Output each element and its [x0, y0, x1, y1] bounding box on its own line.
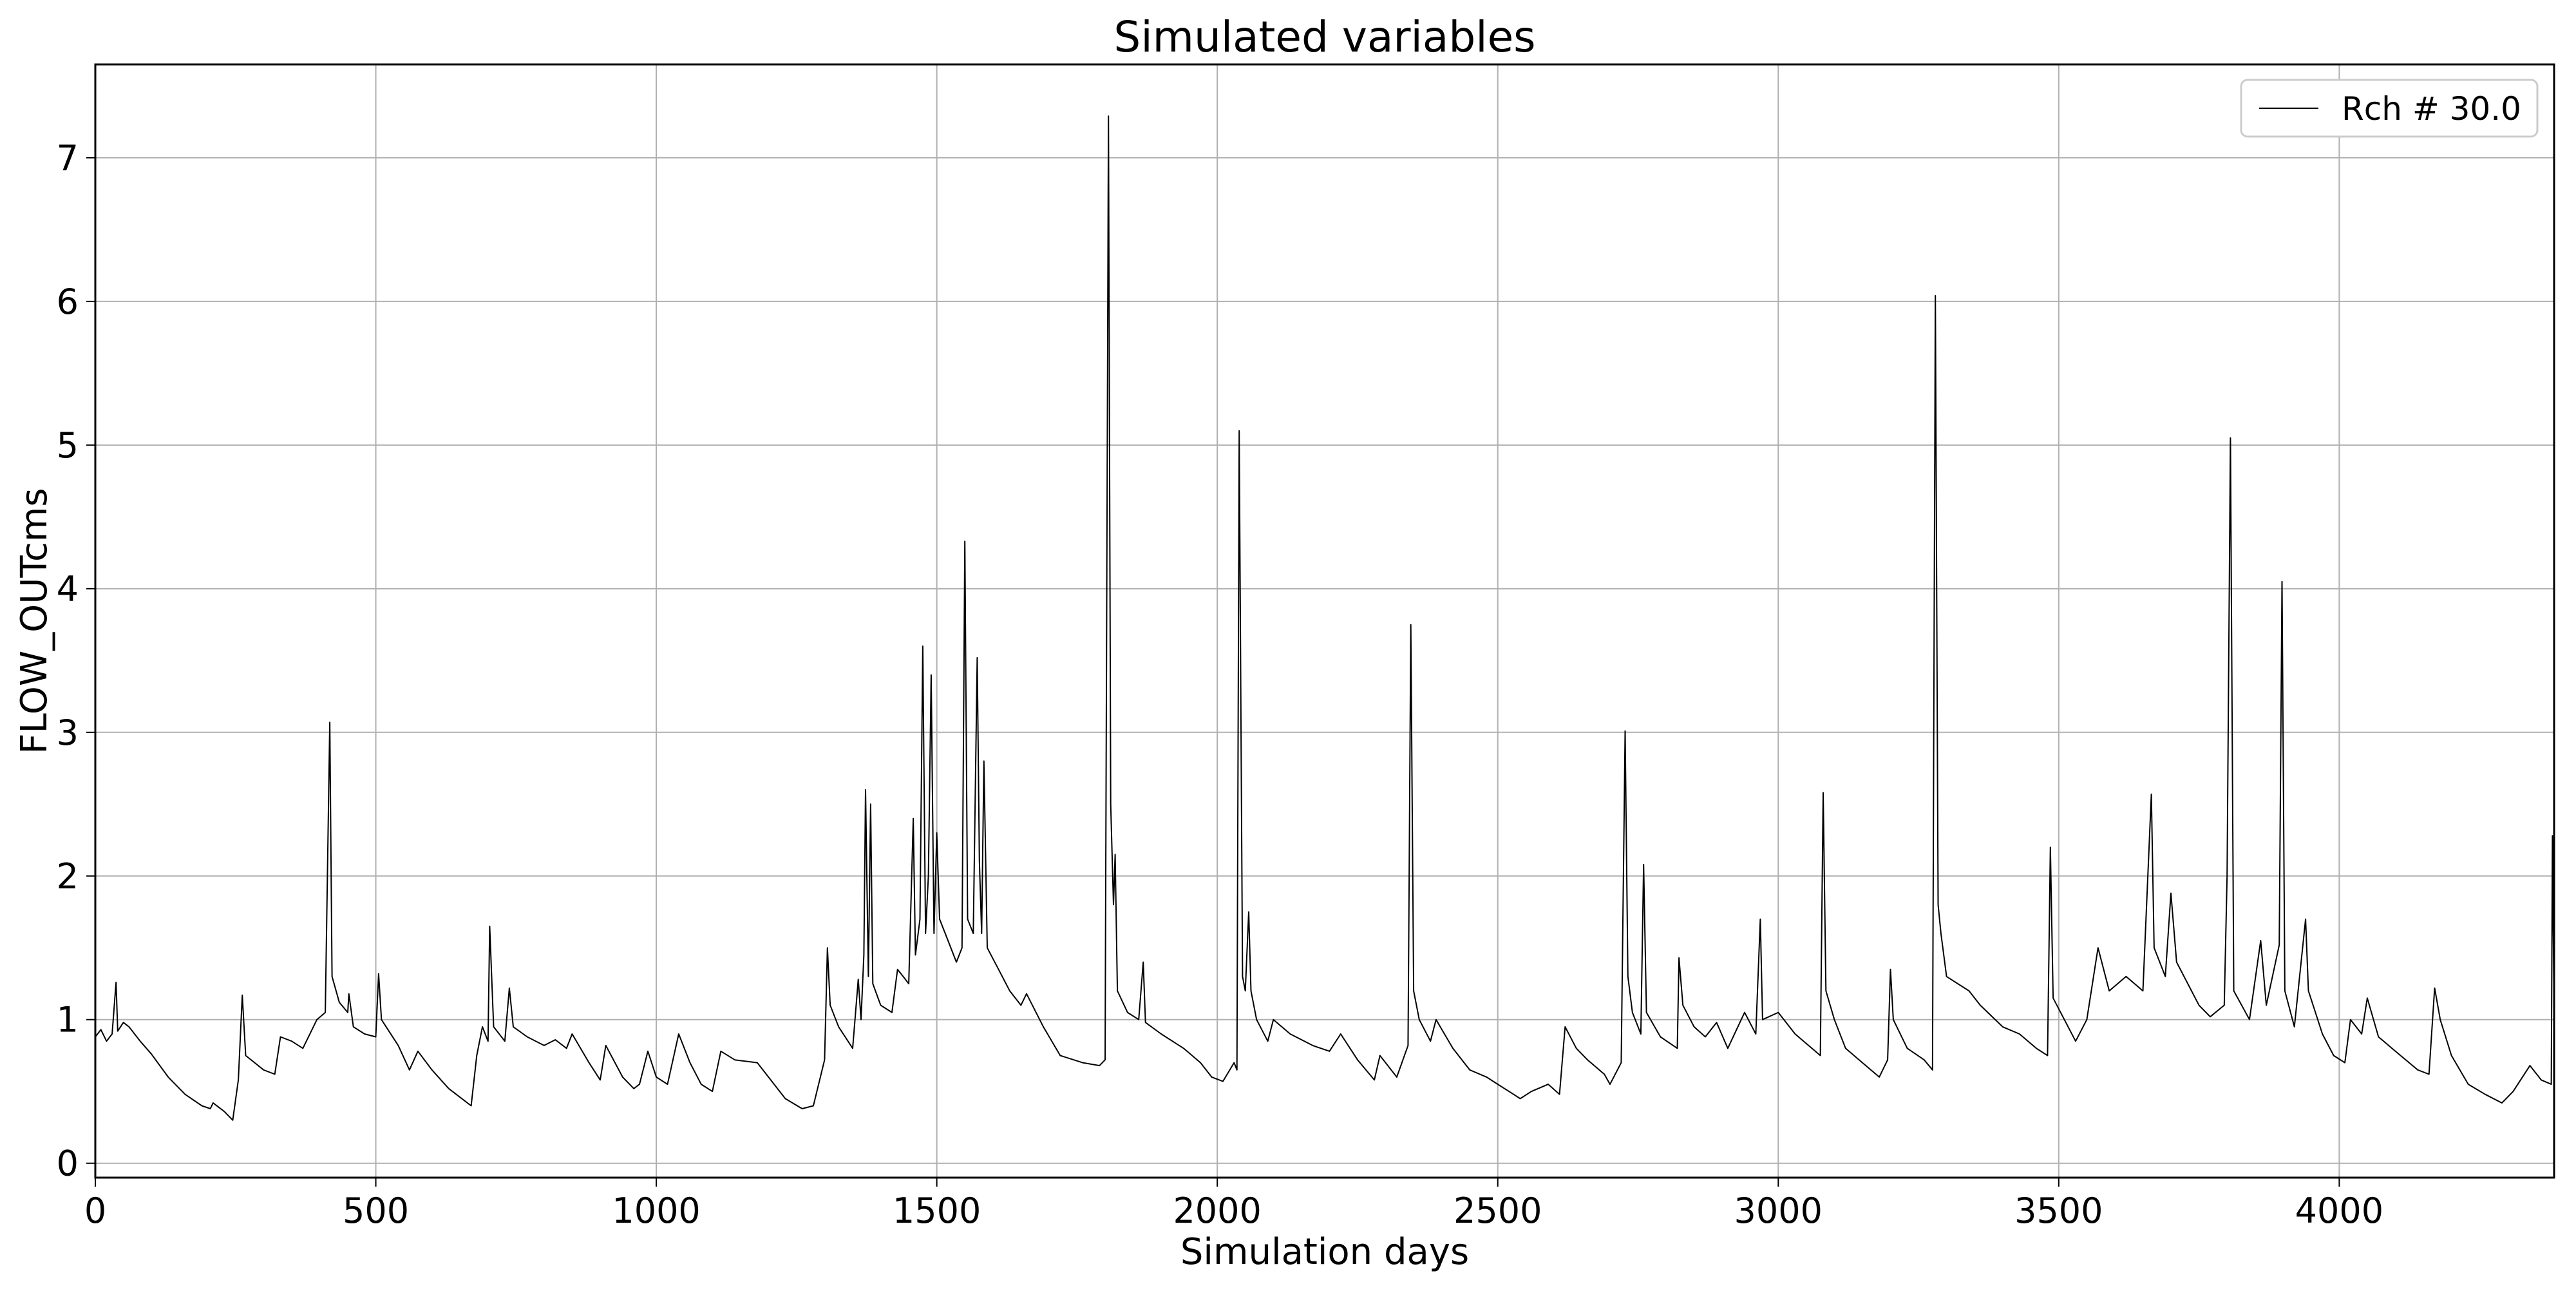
- series-line: [95, 115, 2555, 1121]
- chart-title: Simulated variables: [1113, 12, 1535, 62]
- x-tick-label: 3000: [1734, 1191, 1823, 1231]
- y-tick-label: 5: [57, 425, 79, 466]
- y-axis-ticks: 0 1 2 3 4 5 6 7: [57, 138, 95, 1184]
- plot-area: [95, 64, 2554, 1178]
- y-tick-label: 1: [57, 1000, 79, 1040]
- x-axis-ticks: 0 500 1000 1500 2000 2500 3000 3500 4000: [84, 1178, 2383, 1231]
- y-tick-label: 2: [57, 856, 79, 897]
- x-axis-label: Simulation days: [1180, 1231, 1469, 1273]
- plot-frame: [94, 63, 2555, 1179]
- x-tick-label: 0: [84, 1191, 106, 1231]
- y-tick-label: 0: [57, 1143, 79, 1184]
- x-tick-label: 1000: [612, 1191, 700, 1231]
- series-layer: [95, 115, 2555, 1121]
- y-tick-label: 7: [57, 138, 79, 178]
- legend-box: [2240, 79, 2539, 138]
- y-tick-label: 3: [57, 712, 79, 753]
- x-tick-label: 4000: [2295, 1191, 2383, 1231]
- legend-label: Rch # 30.0: [2342, 90, 2521, 128]
- y-tick-label: 6: [57, 282, 79, 322]
- legend: Rch # 30.0: [2240, 79, 2539, 138]
- x-tick-label: 1500: [893, 1191, 981, 1231]
- x-tick-label: 2000: [1173, 1191, 1261, 1231]
- x-tick-label: 3500: [2014, 1191, 2103, 1231]
- y-tick-label: 4: [57, 569, 79, 609]
- gridlines: [95, 64, 2554, 1178]
- x-tick-label: 2500: [1454, 1191, 1542, 1231]
- y-axis-label: FLOW_OUTcms: [14, 488, 55, 754]
- x-tick-label: 500: [343, 1191, 409, 1231]
